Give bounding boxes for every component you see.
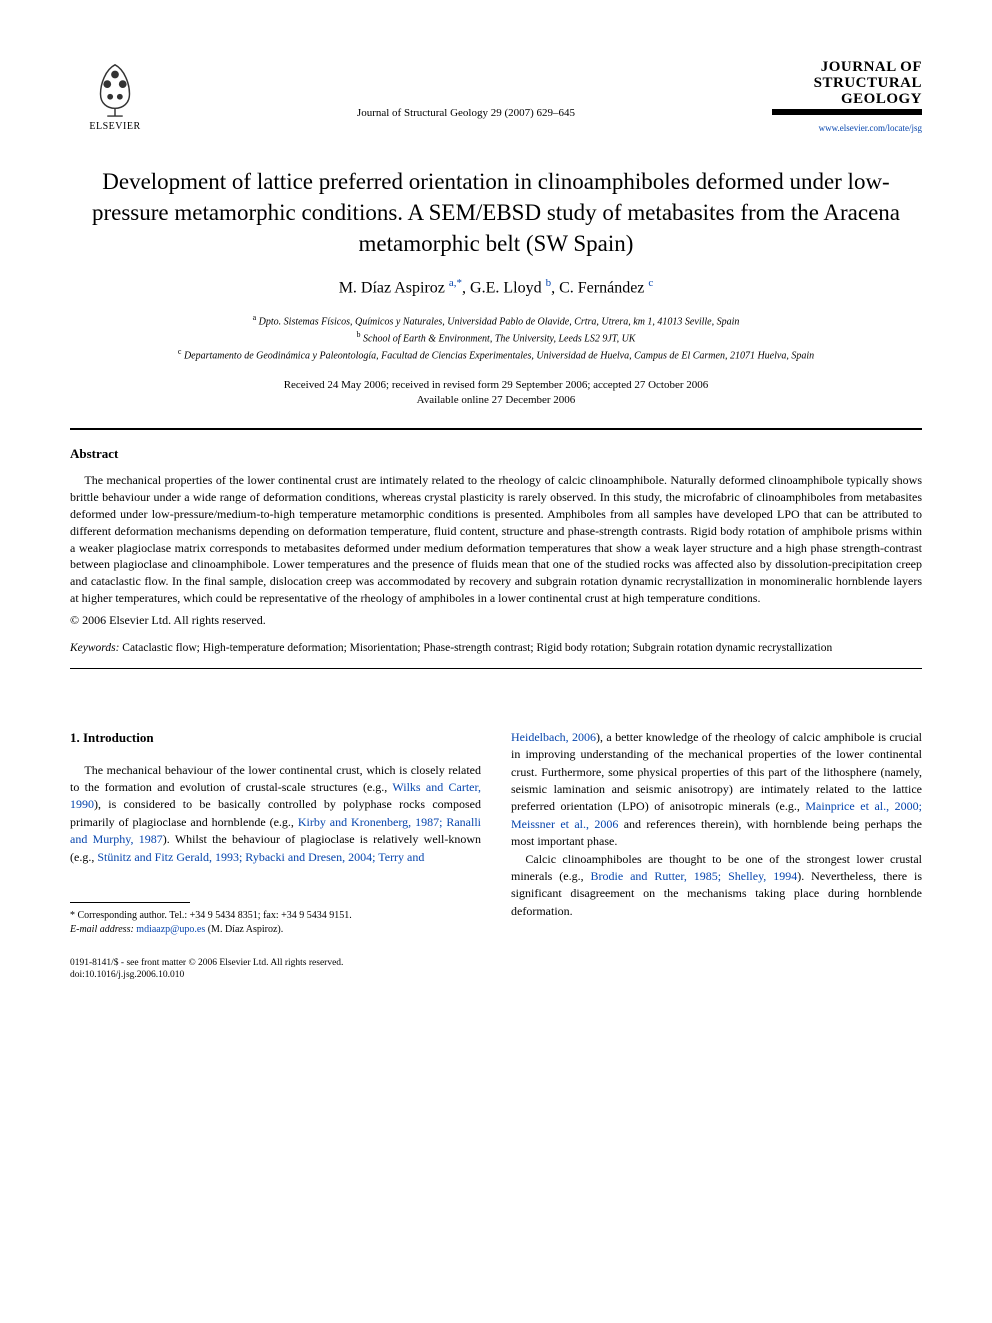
footnote-separator — [70, 902, 190, 903]
affiliation-line: a Dpto. Sistemas Físicos, Químicos y Nat… — [70, 312, 922, 329]
separator-rule — [70, 428, 922, 430]
author-name: M. Díaz Aspiroz — [339, 280, 445, 297]
body-paragraph: The mechanical behaviour of the lower co… — [70, 762, 481, 866]
affiliation-line: b School of Earth & Environment, The Uni… — [70, 329, 922, 346]
article-title: Development of lattice preferred orienta… — [90, 166, 902, 259]
separator-rule — [70, 668, 922, 669]
column-right: Heidelbach, 2006), a better knowledge of… — [511, 729, 922, 937]
body-paragraph: Heidelbach, 2006), a better knowledge of… — [511, 729, 922, 851]
footer-doi: doi:10.1016/j.jsg.2006.10.010 — [70, 969, 922, 981]
abstract-copyright: © 2006 Elsevier Ltd. All rights reserved… — [70, 613, 922, 628]
keywords-label: Keywords: — [70, 642, 119, 654]
author-affil-sup[interactable]: a,* — [449, 277, 462, 289]
date-online-line: Available online 27 December 2006 — [70, 393, 922, 408]
body-paragraph: Calcic clinoamphiboles are thought to be… — [511, 851, 922, 921]
footnote-tel-fax: * Corresponding author. Tel.: +34 9 5434… — [70, 909, 481, 923]
body-columns: 1. Introduction The mechanical behaviour… — [70, 729, 922, 937]
publisher-name: ELSEVIER — [89, 121, 140, 132]
citation-link[interactable]: Brodie and Rutter, 1985; Shelley, 1994 — [591, 869, 798, 883]
publisher-logo: ELSEVIER — [70, 60, 160, 132]
author-name: G.E. Lloyd — [470, 280, 542, 297]
keywords-text: Cataclastic flow; High-temperature defor… — [119, 642, 832, 654]
author-name: C. Fernández — [559, 280, 644, 297]
citation-link[interactable]: Stünitz and Fitz Gerald, 1993; Rybacki a… — [97, 850, 424, 864]
citation-link[interactable]: Heidelbach, 2006 — [511, 730, 596, 744]
author-affil-sup[interactable]: c — [648, 277, 653, 289]
corresponding-author-footnote: * Corresponding author. Tel.: +34 9 5434… — [70, 909, 481, 937]
elsevier-tree-icon — [86, 60, 144, 118]
author-affil-sup[interactable]: b — [546, 277, 552, 289]
footnote-email-line: E-mail address: mdiaazp@upo.es (M. Díaz … — [70, 923, 481, 937]
date-received-line: Received 24 May 2006; received in revise… — [70, 378, 922, 393]
authors-line: M. Díaz Aspiroz a,*, G.E. Lloyd b, C. Fe… — [70, 277, 922, 297]
journal-brand-block: JOURNAL OF STRUCTURAL GEOLOGY www.elsevi… — [772, 60, 922, 136]
footnote-email-link[interactable]: mdiaazp@upo.es — [136, 924, 205, 935]
keywords-line: Keywords: Cataclastic flow; High-tempera… — [70, 642, 922, 654]
abstract-heading: Abstract — [70, 446, 922, 462]
journal-url-link[interactable]: www.elsevier.com/locate/jsg — [819, 123, 922, 133]
section-heading: 1. Introduction — [70, 729, 481, 748]
journal-brand-title: JOURNAL OF STRUCTURAL GEOLOGY — [772, 60, 922, 115]
journal-reference: Journal of Structural Geology 29 (2007) … — [160, 107, 772, 119]
affiliation-line: c Departamento de Geodinámica y Paleonto… — [70, 346, 922, 363]
footer-front-matter: 0191-8141/$ - see front matter © 2006 El… — [70, 957, 922, 969]
abstract-body: The mechanical properties of the lower c… — [70, 472, 922, 606]
affiliations-block: a Dpto. Sistemas Físicos, Químicos y Nat… — [70, 312, 922, 364]
page-footer: 0191-8141/$ - see front matter © 2006 El… — [70, 957, 922, 982]
column-left: 1. Introduction The mechanical behaviour… — [70, 729, 481, 937]
article-dates: Received 24 May 2006; received in revise… — [70, 378, 922, 409]
header-row: ELSEVIER Journal of Structural Geology 2… — [70, 60, 922, 136]
